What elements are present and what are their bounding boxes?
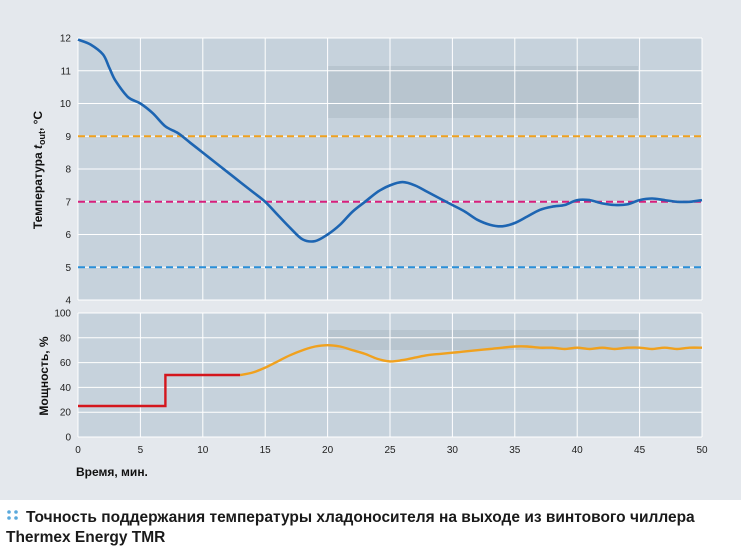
y-tick-label-temperature: 7 [65, 197, 71, 208]
x-tick-label: 0 [75, 445, 81, 456]
y-tick-label-temperature: 8 [65, 165, 71, 176]
x-tick-label: 30 [447, 445, 459, 456]
background-band [328, 330, 638, 350]
temperature-axis-label: Температура tout, °C [31, 111, 47, 230]
y-tick-label-temperature: 12 [60, 34, 72, 45]
x-tick-label: 10 [197, 445, 209, 456]
x-tick-label: 5 [138, 445, 144, 456]
caption-dots-icon [7, 510, 18, 520]
x-tick-label: 50 [696, 445, 708, 456]
x-tick-label: 15 [260, 445, 272, 456]
y-tick-label-power: 80 [60, 333, 72, 344]
power-step-series-line [78, 373, 241, 408]
x-tick-label: 35 [509, 445, 521, 456]
x-tick-label: 25 [384, 445, 396, 456]
y-tick-label-temperature: 10 [60, 99, 72, 110]
temperature-series-line [77, 38, 703, 243]
figure-caption: Точность поддержания температуры хладоно… [6, 508, 741, 548]
background-band [328, 66, 638, 118]
x-tick-label: 40 [572, 445, 584, 456]
power-axis-label: Мощность, % [37, 336, 51, 415]
y-tick-label-power: 100 [54, 309, 71, 320]
y-tick-label-power: 40 [60, 383, 72, 394]
y-tick-label-temperature: 6 [65, 230, 71, 241]
y-tick-label-power: 0 [65, 433, 71, 444]
time-axis-label: Время, мин. [76, 465, 148, 479]
y-tick-label-temperature: 9 [65, 132, 71, 143]
y-tick-label-temperature: 5 [65, 263, 71, 274]
y-tick-label-power: 60 [60, 358, 72, 369]
y-tick-label-power: 20 [60, 408, 72, 419]
x-tick-label: 45 [634, 445, 646, 456]
x-tick-label: 20 [322, 445, 334, 456]
power-series-line [239, 344, 703, 377]
y-tick-label-temperature: 4 [65, 296, 71, 307]
caption-text: Точность поддержания температуры хладоно… [6, 509, 695, 546]
y-tick-label-temperature: 11 [61, 66, 72, 77]
chart-figure: 4 5 6 7 8 9 10 11 12 0 20 40 60 80 100 0 5 10 15 20 25 30 35 40… [0, 0, 741, 500]
